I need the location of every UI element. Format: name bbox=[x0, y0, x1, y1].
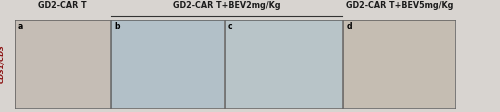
Text: a: a bbox=[18, 22, 23, 31]
Text: b: b bbox=[114, 22, 120, 31]
Text: c: c bbox=[228, 22, 232, 31]
Text: GD2-CAR T: GD2-CAR T bbox=[38, 1, 87, 10]
Text: GD2-CAR T+BEV2mg/Kg: GD2-CAR T+BEV2mg/Kg bbox=[173, 1, 280, 10]
Text: GD2-CAR T+BEV5mg/Kg: GD2-CAR T+BEV5mg/Kg bbox=[346, 1, 453, 10]
Text: CD31/CD3: CD31/CD3 bbox=[0, 44, 5, 83]
Text: d: d bbox=[346, 22, 352, 31]
